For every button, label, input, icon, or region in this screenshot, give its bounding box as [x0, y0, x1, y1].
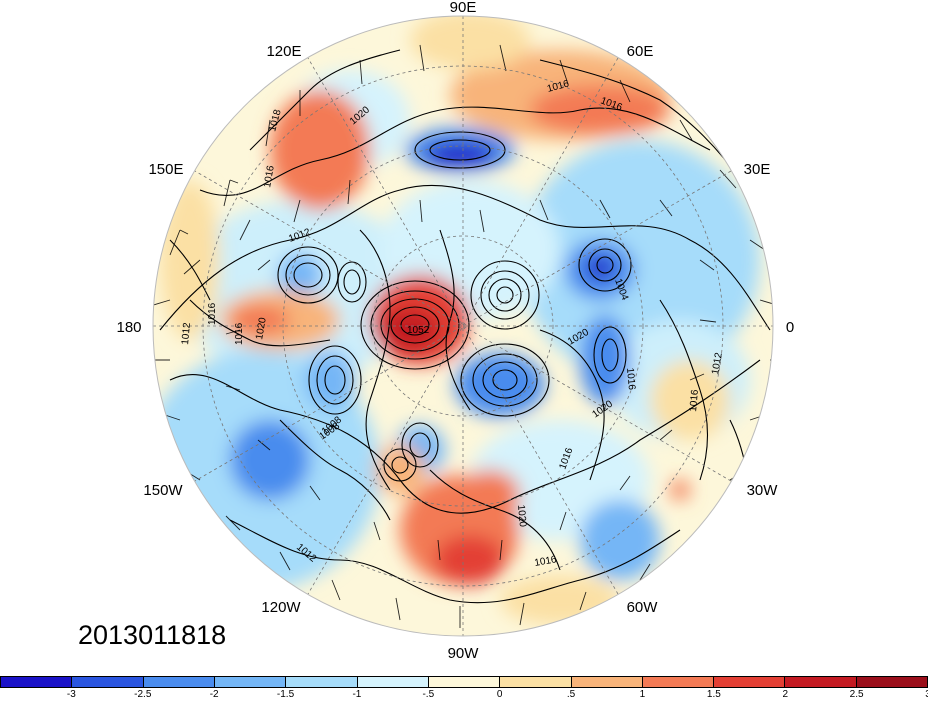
colorbar-swatch	[500, 677, 572, 687]
lon-label-60e: 60E	[627, 43, 654, 60]
map-border	[152, 15, 774, 637]
contour-label: 1020	[515, 504, 528, 528]
colorbar-tick-label: -1.5	[276, 689, 295, 700]
colorbar-tick-label: .5	[566, 689, 576, 700]
contour-label: 1016	[688, 389, 701, 413]
colorbar-tick-label: 0	[496, 689, 503, 700]
contour-label: 1016	[207, 302, 218, 325]
lon-label-90e: 90E	[450, 0, 477, 16]
lon-label-150w: 150W	[143, 482, 183, 499]
contour-label: 1012	[710, 351, 725, 375]
lon-label-180: 180	[116, 319, 141, 336]
colorbar-swatch	[1, 677, 73, 687]
colorbar-swatch	[286, 677, 358, 687]
colorbar-tick-label: 2	[782, 689, 788, 700]
lon-label-30w: 30W	[747, 482, 779, 499]
colorbar-swatch	[72, 677, 144, 687]
colorbar-tick-label: -.5	[422, 689, 435, 700]
colorbar-swatch	[642, 677, 715, 687]
colorbar-tick-label: -2	[209, 689, 219, 700]
lon-label-60w: 60W	[627, 599, 659, 616]
graticule	[153, 16, 773, 636]
contour-label: 1012	[180, 322, 193, 346]
timestamp-label: 2013011818	[78, 620, 227, 650]
colorbar-tick-label: 3	[925, 689, 928, 700]
colorbar	[0, 676, 928, 688]
colorbar-swatch	[357, 677, 429, 687]
contour-label: 1016	[262, 164, 277, 188]
colorbar-swatch	[428, 677, 501, 687]
contour-label: 1020	[254, 316, 269, 340]
colorbar-tick-label: 1.5	[706, 689, 721, 700]
colorbar-tick-label: 2.5	[849, 689, 864, 700]
colorbar-swatch	[214, 677, 287, 687]
longitude-labels: 90E 60E 30E 0 30W 60W 90W 120W 150W 180 …	[116, 0, 794, 662]
isobar-contours	[159, 49, 771, 604]
contour-label: 1016	[624, 367, 637, 391]
lon-label-120e: 120E	[266, 43, 301, 60]
contour-label: 1052	[407, 325, 430, 336]
lon-label-0: 0	[786, 319, 794, 336]
colorbar-swatch	[571, 677, 643, 687]
colorbar-swatch	[714, 677, 786, 687]
colorbar-swatch	[143, 677, 215, 687]
lon-label-120w: 120W	[261, 599, 301, 616]
contour-label: 1016	[534, 554, 558, 569]
colorbar-tick-label: -1	[352, 689, 362, 700]
colorbar-tick-label: -3	[66, 689, 76, 700]
lon-label-150e: 150E	[148, 161, 183, 178]
colorbar-swatch	[856, 677, 928, 687]
polar-map: 1016 1016 1020 1018 1016 1012 1016 1016 …	[116, 0, 794, 662]
map-disk	[153, 16, 773, 636]
colorbar-swatch	[785, 677, 857, 687]
contour-label: 1016	[234, 322, 245, 345]
colorbar-tick-label: 1	[639, 689, 646, 700]
lon-label-90w: 90W	[448, 645, 480, 662]
lon-label-30e: 30E	[744, 161, 771, 178]
colorbar-tick-label: -2.5	[134, 689, 152, 700]
colorbar-ticks: -3 -2.5 -2 -1.5 -1 -.5 0 .5 1 1.5 2 2.5 3	[0, 689, 928, 703]
